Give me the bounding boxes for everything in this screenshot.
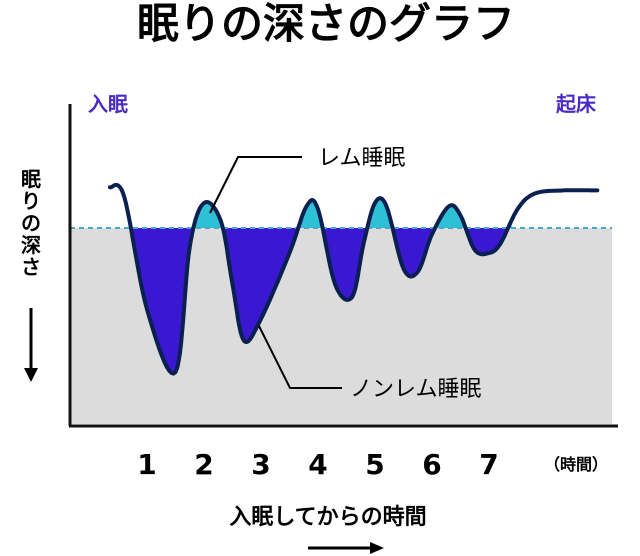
y-axis-label: 眠りの深さ (21, 167, 41, 279)
y-axis-label-char: り (21, 189, 41, 213)
x-unit-label: （時間） (544, 455, 608, 474)
x-axis-arrow (308, 542, 384, 554)
y-axis-label-char: 深 (21, 233, 41, 257)
y-axis-label-char: 眠 (21, 167, 41, 191)
x-tick-label: 6 (422, 448, 441, 481)
sleep-curve (108, 183, 600, 376)
start-label: 入眠 (88, 92, 128, 116)
plot-area (70, 183, 612, 424)
x-tick-label: 1 (137, 448, 156, 481)
rem-label: レム睡眠 (318, 146, 406, 171)
rem-callout: レム睡眠 (209, 146, 406, 214)
non-rem-label: ノンレム睡眠 (350, 377, 482, 402)
y-axis-label-char: の (21, 211, 41, 235)
x-tick-labels: 1 2 3 4 5 6 7 (137, 448, 498, 481)
y-axis-label-char: さ (21, 255, 41, 279)
x-tick-label: 4 (308, 448, 327, 481)
x-tick-label: 7 (479, 448, 498, 481)
x-tick-label: 3 (251, 448, 270, 481)
x-tick-label: 2 (194, 448, 213, 481)
non-rem-callout: ノンレム睡眠 (258, 325, 482, 402)
axes (68, 104, 618, 428)
x-tick-label: 5 (365, 448, 384, 481)
end-label: 起床 (555, 92, 597, 116)
x-axis-label: 入眠してからの時間 (229, 505, 426, 530)
non-rem-fill (110, 228, 598, 374)
chart-title: 眠りの深さのグラフ (137, 0, 515, 48)
y-axis-arrow (24, 308, 38, 382)
